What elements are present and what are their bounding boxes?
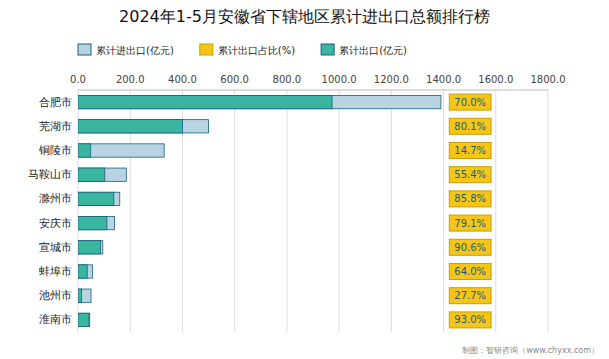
title: 2024年1-5月安徽省下辖地区累计进出口总额排行榜 [119,7,490,26]
ratio-box [449,191,491,207]
ratio-text: 64.0% [454,266,486,277]
tick-label: 1600.0 [478,74,513,85]
bar [78,265,87,278]
grid-line [391,90,392,332]
ratio-text: 93.0% [454,314,486,325]
ratio-text: 14.7% [454,145,486,156]
bar [78,120,209,133]
grid-line [286,90,287,332]
tick-label: 1200.0 [374,74,409,85]
ratio-labels: 70.0% 80.1% 14.7% 55.4% 85.8% 79.1% 90.6% 64.0%… [449,94,491,328]
category-label: 蚌埠市 [39,265,72,278]
bars [78,95,441,326]
bar [78,265,92,278]
tick-label: 800.0 [273,74,302,85]
tick-label: 0.0 [70,74,86,85]
ratio-box [449,288,491,304]
tick-label: 400.0 [168,74,197,85]
category-label: 合肥市 [39,96,72,109]
category-label: 芜湖市 [39,120,72,133]
ratio-box [449,264,491,280]
tick-label: 1400.0 [426,74,461,85]
category-label: 宣城市 [39,241,72,254]
category-label: 安庆市 [39,217,72,230]
bar [78,144,164,157]
grid-line [443,90,444,332]
ratio-label: 80.1% [449,118,491,134]
tick-label: 200.0 [116,74,145,85]
bar [78,168,105,181]
ratio-label: 55.4% [449,167,491,183]
bar [78,216,107,229]
bar [78,192,114,205]
tick-label: 1800.0 [531,74,566,85]
legend-swatch [321,44,334,55]
bar [78,168,126,181]
ratio-label: 93.0% [449,312,491,328]
ratio-box [449,215,491,231]
legend: 累计进出口(亿元) 累计出口占比(%) 累计出口(亿元) [78,44,407,56]
ratio-text: 80.1% [454,121,486,132]
ratio-box [449,239,491,255]
category-label: 马鞍山市 [28,168,72,181]
grid-line [234,90,235,332]
bar [78,313,89,326]
tick-label: 600.0 [220,74,249,85]
grid [78,90,548,332]
bar [78,192,120,205]
grid-line [339,90,340,332]
ratio-label: 79.1% [449,215,491,231]
bar [78,120,183,133]
ratio-text: 27.7% [454,290,486,301]
tick-label: 1000.0 [322,74,357,85]
bar [78,313,90,326]
legend-swatch [78,44,91,55]
bar [78,144,91,157]
bar [78,95,441,108]
ratio-box [449,118,491,134]
category-label: 铜陵市 [38,144,72,157]
footnote: 制图：智研咨询（www.chyxx.com） [462,346,599,355]
legend-label: 累计出口占比(%) [218,45,295,56]
grid-line [495,90,496,332]
ratio-text: 90.6% [454,242,486,253]
legend-swatch [200,44,213,55]
legend-label: 累计进出口(亿元) [96,45,174,56]
category-label: 淮南市 [39,313,72,326]
ratio-label: 64.0% [449,264,491,280]
ratio-label: 85.8% [449,191,491,207]
ratio-label: 90.6% [449,239,491,255]
ratio-text: 70.0% [454,97,486,108]
ratio-box [449,167,491,183]
ratio-label: 27.7% [449,288,491,304]
ratio-text: 55.4% [454,169,486,180]
bar [78,95,332,108]
x-axis-line [78,90,548,91]
grid-line [548,90,549,332]
bar [78,289,82,302]
ratio-box [449,312,491,328]
legend-label: 累计出口(亿元) [339,45,407,56]
ratio-box [449,143,491,159]
ratio-text: 85.8% [454,193,486,204]
category-label: 池州市 [39,289,72,302]
bar [78,241,103,254]
category-label: 滁州市 [39,192,72,205]
ratio-text: 79.1% [454,218,486,229]
bar [78,216,115,229]
chart: 2024年1-5月安徽省下辖地区累计进出口总额排行榜 0.0 200.0 400.0 6… [0,0,609,359]
ratio-label: 70.0% [449,94,491,110]
ratio-label: 14.7% [449,143,491,159]
bar [78,289,91,302]
bar [78,241,100,254]
ratio-box [449,94,491,110]
